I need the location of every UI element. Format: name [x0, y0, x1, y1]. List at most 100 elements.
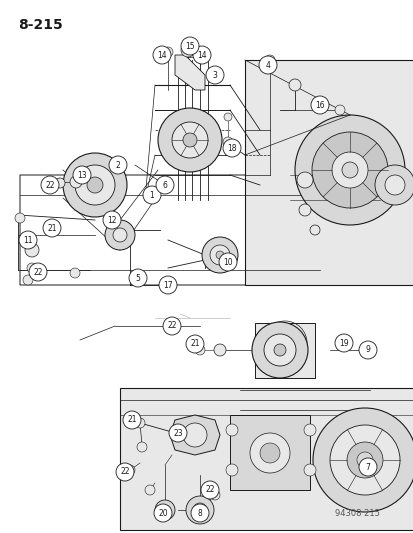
Text: 22: 22	[205, 486, 214, 495]
Text: 9: 9	[365, 345, 370, 354]
Circle shape	[218, 253, 236, 271]
Circle shape	[303, 464, 315, 476]
Circle shape	[303, 424, 315, 436]
Circle shape	[206, 66, 223, 84]
Circle shape	[70, 268, 80, 278]
Circle shape	[216, 251, 223, 259]
Circle shape	[190, 504, 209, 522]
Circle shape	[154, 504, 171, 522]
Polygon shape	[170, 415, 219, 455]
Circle shape	[192, 503, 206, 517]
Circle shape	[309, 225, 319, 235]
Text: 2: 2	[115, 160, 120, 169]
Text: 8-215: 8-215	[18, 18, 63, 32]
Text: 16: 16	[314, 101, 324, 109]
Text: 20: 20	[158, 508, 167, 518]
Circle shape	[356, 452, 372, 468]
Circle shape	[142, 186, 161, 204]
Text: 94308 215: 94308 215	[334, 509, 379, 518]
Circle shape	[55, 178, 65, 188]
Text: 17: 17	[163, 280, 172, 289]
Circle shape	[225, 464, 237, 476]
Circle shape	[209, 245, 230, 265]
Circle shape	[311, 132, 387, 208]
Circle shape	[105, 220, 135, 250]
Circle shape	[159, 276, 177, 294]
Circle shape	[358, 458, 376, 476]
Circle shape	[294, 115, 404, 225]
Circle shape	[195, 47, 204, 57]
Circle shape	[70, 176, 82, 188]
Circle shape	[153, 46, 171, 64]
Text: 22: 22	[120, 467, 129, 477]
Circle shape	[19, 231, 37, 249]
Circle shape	[223, 137, 233, 147]
Circle shape	[156, 176, 173, 194]
Circle shape	[223, 139, 240, 157]
Text: 19: 19	[338, 338, 348, 348]
Circle shape	[163, 47, 173, 57]
Circle shape	[185, 335, 204, 353]
Circle shape	[75, 165, 115, 205]
Circle shape	[334, 334, 352, 352]
Circle shape	[223, 113, 231, 121]
Circle shape	[125, 465, 135, 475]
Circle shape	[41, 176, 59, 194]
Circle shape	[341, 162, 357, 178]
Text: 22: 22	[45, 181, 55, 190]
Circle shape	[331, 152, 367, 188]
Text: 4: 4	[265, 61, 270, 69]
Circle shape	[63, 153, 127, 217]
Polygon shape	[120, 388, 413, 530]
Circle shape	[158, 108, 221, 172]
Circle shape	[209, 490, 219, 500]
Circle shape	[87, 177, 103, 193]
Circle shape	[183, 133, 197, 147]
Circle shape	[180, 37, 199, 55]
Text: 8: 8	[197, 508, 202, 518]
Circle shape	[113, 228, 127, 242]
Text: 13: 13	[77, 171, 87, 180]
Circle shape	[137, 442, 147, 452]
Circle shape	[358, 341, 376, 359]
Circle shape	[129, 269, 147, 287]
Circle shape	[180, 43, 195, 57]
Circle shape	[145, 485, 154, 495]
Circle shape	[288, 79, 300, 91]
Text: 15: 15	[185, 42, 195, 51]
Polygon shape	[175, 55, 204, 90]
Circle shape	[259, 443, 279, 463]
Circle shape	[135, 418, 145, 428]
Circle shape	[73, 166, 91, 184]
Polygon shape	[254, 323, 314, 378]
Circle shape	[109, 156, 127, 174]
Text: 14: 14	[157, 51, 166, 60]
Text: 3: 3	[212, 70, 217, 79]
Text: 10: 10	[223, 257, 232, 266]
Text: 21: 21	[47, 223, 57, 232]
Circle shape	[384, 175, 404, 195]
Text: 12: 12	[107, 215, 116, 224]
Polygon shape	[244, 60, 413, 285]
Circle shape	[163, 317, 180, 335]
Text: 7: 7	[365, 463, 370, 472]
Text: 1: 1	[149, 190, 154, 199]
Text: 21: 21	[127, 416, 136, 424]
Circle shape	[296, 172, 312, 188]
Circle shape	[259, 56, 276, 74]
Circle shape	[171, 122, 207, 158]
Circle shape	[310, 96, 328, 114]
Circle shape	[43, 219, 61, 237]
Circle shape	[249, 433, 289, 473]
Text: 18: 18	[227, 143, 236, 152]
Circle shape	[225, 424, 237, 436]
Circle shape	[329, 425, 399, 495]
Text: 21: 21	[190, 340, 199, 349]
Circle shape	[103, 211, 121, 229]
Circle shape	[201, 481, 218, 499]
Text: 23: 23	[173, 429, 183, 438]
Text: 22: 22	[33, 268, 43, 277]
Circle shape	[15, 213, 25, 223]
Text: 11: 11	[23, 236, 33, 245]
Circle shape	[273, 344, 285, 356]
